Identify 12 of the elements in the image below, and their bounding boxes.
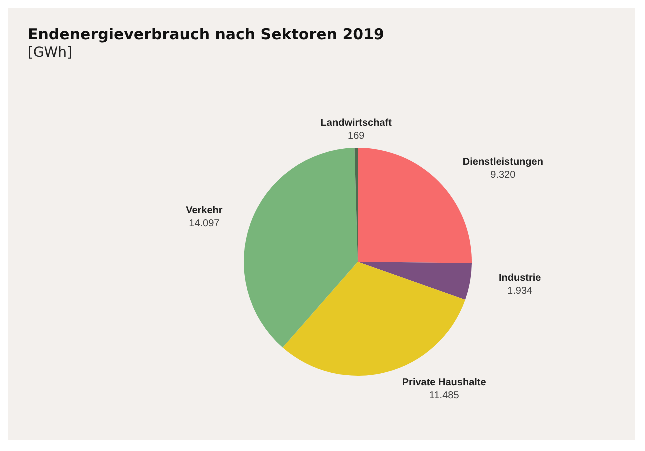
data-label: 169: [348, 131, 366, 142]
text: [GWh]: [28, 45, 72, 61]
slice-label: Private Haushalte: [402, 378, 487, 389]
slice-label: Landwirtschaft: [320, 118, 393, 130]
data-label: 1.934: [508, 286, 534, 298]
slice-label: Dienstleistungen: [462, 157, 544, 168]
slice-label: Industrie: [498, 273, 542, 284]
data-label: 9.320: [490, 170, 516, 182]
data-label: 11.485: [429, 390, 460, 402]
data-label: 14.097: [189, 218, 220, 230]
slice-label: Verkehr: [186, 205, 223, 216]
chart-title: Endenergieverbrauch nach Sektoren 2019: [28, 26, 384, 44]
